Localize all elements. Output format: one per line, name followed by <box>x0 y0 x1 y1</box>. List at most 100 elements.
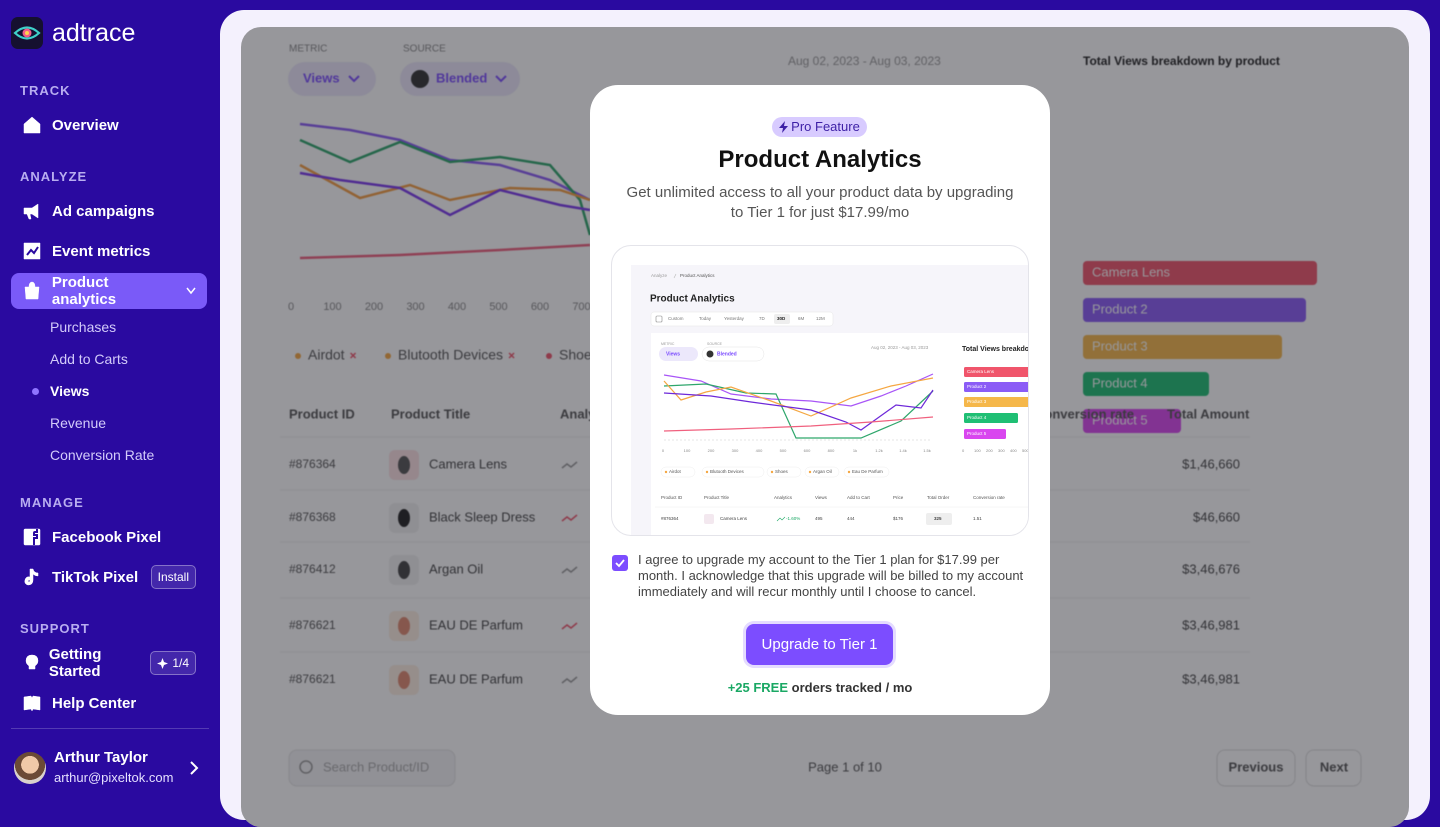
trend-sparkline <box>561 566 578 574</box>
preview-table-header: Product Title <box>704 495 730 500</box>
preview-x-tick: 600 <box>804 448 811 453</box>
nav-icon <box>24 568 39 586</box>
preview-thumb <box>704 514 714 524</box>
source-value: Blended <box>436 70 487 85</box>
metric-dropdown[interactable] <box>288 62 376 96</box>
trend-sparkline <box>561 622 578 630</box>
sub-nav-item[interactable]: Purchases <box>50 319 117 335</box>
footer-highlight: +25 FREE <box>727 680 789 695</box>
search-box[interactable] <box>288 749 456 787</box>
agreement-text[interactable]: I agree to upgrade my account to the Tie… <box>638 552 1024 599</box>
feature-preview: Analyze Product Analytics Product Analytic… <box>611 245 1029 536</box>
source-dropdown[interactable] <box>400 62 520 96</box>
preview-source-value: Blended <box>717 351 737 357</box>
preview-cell: -1.60% <box>786 516 800 521</box>
next-button[interactable] <box>1305 749 1362 787</box>
nav-item[interactable]: Event metrics <box>11 231 207 271</box>
preview-table-header: Conversion rate <box>973 495 1005 500</box>
preview-tab: Yesterday <box>724 316 745 321</box>
navigation: TRACK Overview ANALYZE Ad campaigns Event me… <box>0 79 220 723</box>
breakdown-bar-label: Product 5 <box>1092 412 1148 427</box>
icon-shape <box>24 568 39 586</box>
upgrade-button[interactable]: Upgrade to Tier 1 <box>746 624 893 665</box>
preview-tab: Today <box>699 316 712 321</box>
x-tick-label: 200 <box>365 301 383 313</box>
sub-nav-item[interactable]: Revenue <box>50 415 107 431</box>
previous-label: Previous <box>1229 759 1284 774</box>
next-label: Next <box>1320 759 1349 774</box>
preview-breakdown-label: Product 2 <box>967 384 987 389</box>
product-thumb-item <box>398 561 410 579</box>
preview-bar-tick: 400 <box>1010 448 1017 453</box>
divider <box>11 728 209 729</box>
preview-legend-label: Argan Oil <box>813 469 832 474</box>
nav-badge[interactable]: 1/4 <box>150 651 196 675</box>
breakdown-bar-label: Product 4 <box>1092 375 1148 390</box>
breakdown-bar-label: Product 2 <box>1092 301 1148 316</box>
agree-checkbox[interactable] <box>612 555 628 571</box>
nav-item[interactable]: Overview <box>11 105 207 145</box>
preview-metric-value: Views <box>666 351 680 357</box>
brand[interactable]: adtrace <box>52 19 136 47</box>
product-title: Black Sleep Dress <box>429 509 536 524</box>
preview-tab: 7D <box>759 316 766 321</box>
nav-item[interactable]: Product analytics <box>11 273 207 309</box>
nav-icon <box>23 116 41 134</box>
breadcrumb-separator <box>673 273 677 279</box>
preview-tab: 30D <box>777 316 786 321</box>
nav-item[interactable]: Help Center <box>11 683 207 723</box>
user-menu-chevron[interactable] <box>188 760 200 776</box>
preview-table-header: Total Order <box>927 495 950 500</box>
preview-table-header: Views <box>815 495 828 500</box>
nav-icon <box>23 242 41 260</box>
x-tick-label: 600 <box>531 301 549 313</box>
date-range: Aug 02, 2023 - Aug 03, 2023 <box>788 54 941 68</box>
preview-x-tick: 1k <box>853 448 857 453</box>
legend-dot <box>385 353 391 359</box>
sub-nav-item[interactable]: Views <box>0 375 220 407</box>
legend-remove[interactable] <box>350 352 357 359</box>
dropdown-caret <box>495 75 507 83</box>
nav-item[interactable]: TikTok Pixel Install <box>11 557 207 597</box>
preview-source-icon <box>706 350 714 358</box>
preview-x-tick: 0 <box>662 448 665 453</box>
sidebar: adtrace TRACK Overview ANALYZE Ad campaigns… <box>0 0 220 799</box>
breakdown-title: Total Views breakdown by product <box>1083 54 1280 68</box>
sub-nav-item[interactable]: Add to Carts <box>50 351 128 367</box>
legend-dot <box>295 353 301 359</box>
total-amount: $3,46,676 <box>1182 561 1240 576</box>
preview-legend-dot <box>770 470 774 474</box>
product-id: #876621 <box>289 618 336 632</box>
preview-cell: Camera Lens <box>720 516 748 521</box>
nav-label: Facebook Pixel <box>52 528 162 546</box>
x-tick-label: 300 <box>406 301 424 313</box>
preview-bar-tick: 300 <box>998 448 1005 453</box>
product-title: EAU DE Parfum <box>429 671 523 686</box>
trend-sparkline <box>561 514 578 522</box>
avatar[interactable] <box>14 752 46 784</box>
pro-badge: Pro Feature <box>772 117 867 137</box>
nav-badge[interactable]: Install <box>150 565 196 589</box>
preview-order-box <box>926 513 952 525</box>
sub-nav-item[interactable]: Conversion Rate <box>50 447 155 463</box>
legend-dot <box>546 353 552 359</box>
table-header: Conversion rate <box>1035 406 1134 421</box>
section-label: SUPPORT <box>20 621 90 636</box>
table-header: Product Title <box>391 406 470 421</box>
logo[interactable] <box>11 17 43 49</box>
nav-item[interactable]: Ad campaigns <box>11 191 207 231</box>
section-label: ANALYZE <box>20 169 88 184</box>
previous-button[interactable] <box>1216 749 1296 787</box>
bolt-icon <box>779 121 789 133</box>
user-email: arthur@pixeltok.com <box>54 770 174 785</box>
source-icon <box>411 70 429 88</box>
preview-breakdown-bar <box>964 367 1028 377</box>
nav-icon <box>23 695 41 712</box>
nav-item[interactable]: Facebook Pixel <box>11 517 207 557</box>
product-title: Argan Oil <box>429 561 483 576</box>
nav-item[interactable]: Getting Started 1/4 <box>11 643 207 683</box>
breakdown-bar <box>1083 335 1282 359</box>
legend-remove[interactable] <box>508 352 515 359</box>
preview-breakdown-bar <box>964 397 1028 407</box>
product-id: #876364 <box>289 457 336 471</box>
